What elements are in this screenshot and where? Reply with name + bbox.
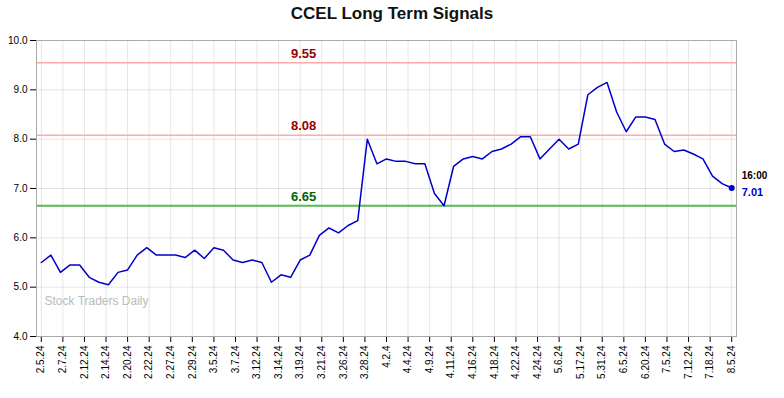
svg-text:4.2.4: 4.2.4	[381, 345, 392, 368]
svg-text:6.5.24: 6.5.24	[618, 345, 629, 373]
svg-text:5.31.24: 5.31.24	[596, 345, 607, 379]
svg-text:4.22.24: 4.22.24	[510, 345, 521, 379]
svg-text:7.5.24: 7.5.24	[661, 345, 672, 373]
svg-text:2.14.24: 2.14.24	[100, 345, 111, 379]
svg-text:6.65: 6.65	[291, 189, 316, 204]
svg-text:2.12.24: 2.12.24	[79, 345, 90, 379]
svg-text:10.0: 10.0	[8, 35, 28, 46]
svg-text:Stock Traders Daily: Stock Traders Daily	[45, 294, 149, 308]
svg-text:3.12.24: 3.12.24	[251, 345, 262, 379]
svg-text:3.21.24: 3.21.24	[316, 345, 327, 379]
svg-text:3.28.24: 3.28.24	[359, 345, 370, 379]
svg-text:4.9.24: 4.9.24	[424, 345, 435, 373]
svg-text:6.20.24: 6.20.24	[640, 345, 651, 379]
svg-text:4.16.24: 4.16.24	[467, 345, 478, 379]
svg-text:2.5.24: 2.5.24	[35, 345, 46, 373]
svg-text:7.12.24: 7.12.24	[683, 345, 694, 379]
svg-text:2.22.24: 2.22.24	[143, 345, 154, 379]
svg-text:3.14.24: 3.14.24	[273, 345, 284, 379]
svg-text:9.55: 9.55	[291, 46, 316, 61]
svg-text:3.7.24: 3.7.24	[230, 345, 241, 373]
svg-text:4.0: 4.0	[14, 331, 28, 342]
svg-text:5.0: 5.0	[14, 281, 28, 292]
svg-text:7.01: 7.01	[742, 186, 763, 198]
svg-text:2.29.24: 2.29.24	[187, 345, 198, 379]
svg-text:7.18.24: 7.18.24	[704, 345, 715, 379]
svg-text:2.27.24: 2.27.24	[165, 345, 176, 379]
svg-text:4.11.24: 4.11.24	[445, 345, 456, 378]
svg-text:8.08: 8.08	[291, 118, 316, 133]
svg-text:7.0: 7.0	[14, 183, 28, 194]
svg-text:4.18.24: 4.18.24	[489, 345, 500, 379]
svg-text:4.4.24: 4.4.24	[402, 345, 413, 373]
svg-text:6.0: 6.0	[14, 232, 28, 243]
svg-text:3.26.24: 3.26.24	[338, 345, 349, 379]
svg-text:2.20.24: 2.20.24	[122, 345, 133, 379]
svg-text:9.0: 9.0	[14, 84, 28, 95]
svg-text:4.24.24: 4.24.24	[532, 345, 543, 379]
html-text:CCEL Long Term Signals: CCEL Long Term Signals	[290, 4, 494, 23]
svg-text:16:00: 16:00	[742, 170, 768, 181]
svg-text:5.17.24: 5.17.24	[575, 345, 586, 379]
svg-text:8.0: 8.0	[14, 133, 28, 144]
svg-text:2.7.24: 2.7.24	[57, 345, 68, 373]
svg-text:3.19.24: 3.19.24	[294, 345, 305, 379]
svg-text:8.5.24: 8.5.24	[726, 345, 737, 373]
svg-text:3.5.24: 3.5.24	[208, 345, 219, 373]
svg-text:5.6.24: 5.6.24	[553, 345, 564, 373]
